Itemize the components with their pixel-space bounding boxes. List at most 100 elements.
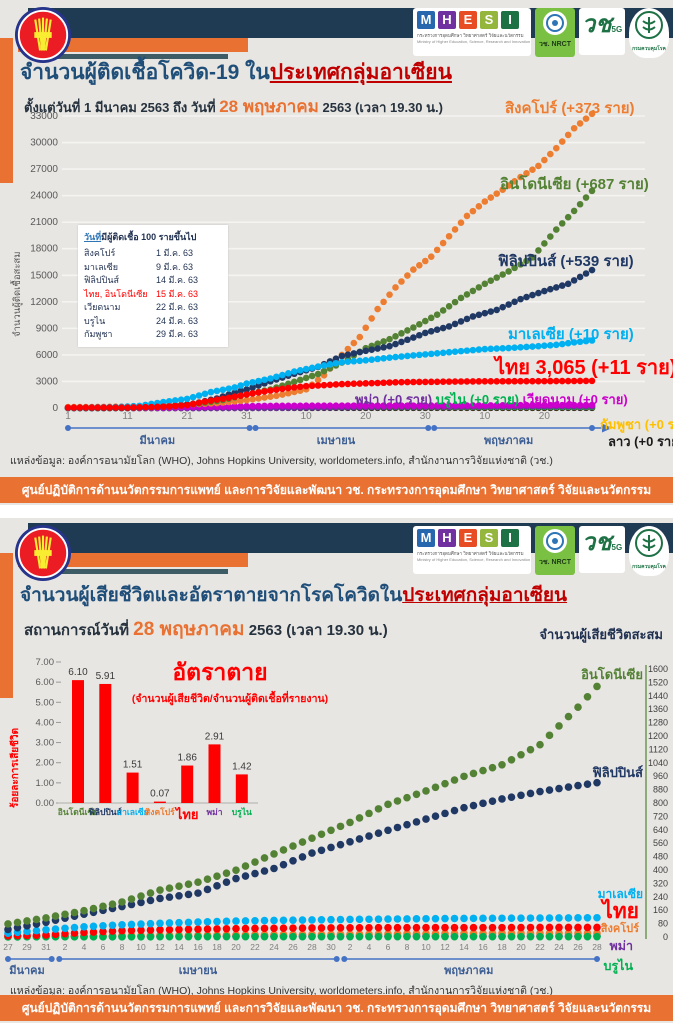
svg-text:1280: 1280 [648,718,668,728]
svg-text:160: 160 [653,905,668,915]
svg-text:0: 0 [663,932,668,942]
svg-text:0.07: 0.07 [150,789,170,800]
svg-text:5.00: 5.00 [36,697,55,708]
svg-text:อินโดนีเซีย: อินโดนีเซีย [58,807,98,817]
svg-text:11: 11 [122,411,133,422]
svg-text:26: 26 [573,942,583,952]
svg-text:880: 880 [653,785,668,795]
svg-text:9000: 9000 [36,323,59,334]
svg-text:29: 29 [22,942,32,952]
svg-text:สิงคโปร์: สิงคโปร์ [145,807,175,817]
svg-text:1.42: 1.42 [232,761,252,772]
svg-text:6.00: 6.00 [36,677,55,688]
legend-row: เวียดนาม 22 มี.ค. 63 [84,302,198,312]
svg-text:2: 2 [348,942,353,952]
series-malaysia [4,913,601,937]
label-philippines: ฟิลิปปินส์ (+539 ราย) [498,253,634,270]
legend-row: บรูไน 24 มี.ค. 63 [84,315,198,326]
svg-text:12000: 12000 [30,297,58,308]
svg-text:1040: 1040 [648,758,668,768]
svg-text:1.86: 1.86 [177,753,197,764]
svg-text:ไทย: ไทย [174,806,199,822]
death-rate-y-axis-label: ร้อยละการเสียชีวิต [10,727,21,808]
svg-text:26: 26 [288,942,298,952]
svg-text:22: 22 [535,942,545,952]
label-malaysia: มาเลเซีย (+10 ราย) [508,326,634,343]
mhesi-letter: M [417,529,435,547]
legend-row: ฟิลิปปินส์ 14 มี.ค. 63 [84,275,198,285]
svg-text:16: 16 [193,942,203,952]
mhesi-letter: I [501,529,519,547]
svg-text:21000: 21000 [30,217,58,228]
svg-text:20: 20 [539,411,551,422]
footer-bar: ศูนย์ปฏิบัติการด้านนวัตกรรมการแพทย์ และก… [0,477,673,503]
label-myanmar: พม่า [609,939,634,953]
svg-text:30: 30 [420,411,432,422]
svg-text:20: 20 [360,411,372,422]
svg-text:28: 28 [592,942,602,952]
ddc-emblem-icon [635,11,663,39]
label-laos: ลาว (+0 ราย) [608,434,673,449]
label-singapore: สิงคโปร์ [600,923,639,935]
svg-text:240: 240 [653,892,668,902]
svg-text:20: 20 [231,942,241,952]
svg-text:1.00: 1.00 [36,778,55,789]
svg-text:400: 400 [653,865,668,875]
svg-text:20: 20 [516,942,526,952]
svg-text:960: 960 [653,771,668,781]
legend-rows: สิงคโปร์ 1 มี.ค. 63 มาเลเซีย 9 มี.ค. 63 ฟิลิ… [84,247,222,342]
svg-text:1: 1 [65,411,71,422]
label-flat-row: พม่า (+0 ราย) บรูไน (+0 ราย) เวียดนาม (+… [355,389,628,410]
svg-text:พม่า: พม่า [207,807,223,817]
svg-text:720: 720 [653,811,668,821]
legend-row: กัมพูชา 29 มี.ค. 63 [84,329,198,339]
svg-text:80: 80 [658,919,668,929]
svg-text:มีนาคม: มีนาคม [140,434,176,447]
svg-text:6: 6 [101,942,106,952]
nrct-60th-logo: วช5G [579,8,625,55]
label-malaysia: มาเลเซีย [597,887,643,901]
svg-text:18: 18 [212,942,222,952]
date-range-subtitle: ตั้งแต่วันที่ 1 มีนาคม 2563 ถึง วันที่ 2… [24,97,443,116]
svg-text:320: 320 [653,878,668,888]
date-subtitle: สถานการณ์วันที่ 28 พฤษภาคม 2563 (เวลา 19… [24,619,388,640]
left-accent-strip [0,553,13,698]
label-brunei: บรูไน [603,959,633,973]
svg-text:15000: 15000 [30,270,58,281]
mhesi-letter: S [480,11,498,29]
threshold-legend: วันที่มีผู้ติดเชื้อ 100 รายขึ้นไป สิงคโป… [78,225,228,347]
svg-text:พฤษภาคม: พฤษภาคม [444,965,493,977]
svg-text:12: 12 [440,942,450,952]
label-myanmar: พม่า (+0 ราย) [355,392,433,407]
asean-logo-icon [14,6,72,64]
svg-text:1360: 1360 [648,704,668,714]
header-teal-bar [38,569,228,574]
svg-text:10: 10 [421,942,431,952]
label-indonesia: อินโดนีเซีย [581,667,643,682]
ddc-logo: กรมควบคุมโรค [629,526,669,576]
bar-myanmar [208,744,221,803]
nrct-label: วช. NRCT [538,559,571,566]
label-thailand: ไทย [602,900,639,923]
svg-text:30000: 30000 [30,138,58,149]
left-accent-strip [0,38,13,183]
svg-text:14: 14 [174,942,184,952]
svg-text:21: 21 [182,411,194,422]
series-thailand [4,923,601,940]
death-rate-title: อัตราตาย [172,659,268,685]
svg-text:12: 12 [155,942,165,952]
death-rate-subtitle: (จำนวนผู้เสียชีวิต/จำนวนผู้ติดเชื้อที่รา… [131,693,329,705]
mhesi-thai-name: กระทรวงการอุดมศึกษา วิทยาศาสตร์ วิจัยและ… [417,33,524,38]
svg-text:22: 22 [250,942,260,952]
cases-chart: 0 3000 6000 9000 12000 15000 18000 21000 24000 27… [30,110,645,447]
svg-text:800: 800 [653,798,668,808]
svg-text:0: 0 [52,403,58,414]
series-thailand [64,377,596,411]
svg-text:30: 30 [326,942,336,952]
svg-text:640: 640 [653,825,668,835]
bar-philippines [99,683,112,803]
